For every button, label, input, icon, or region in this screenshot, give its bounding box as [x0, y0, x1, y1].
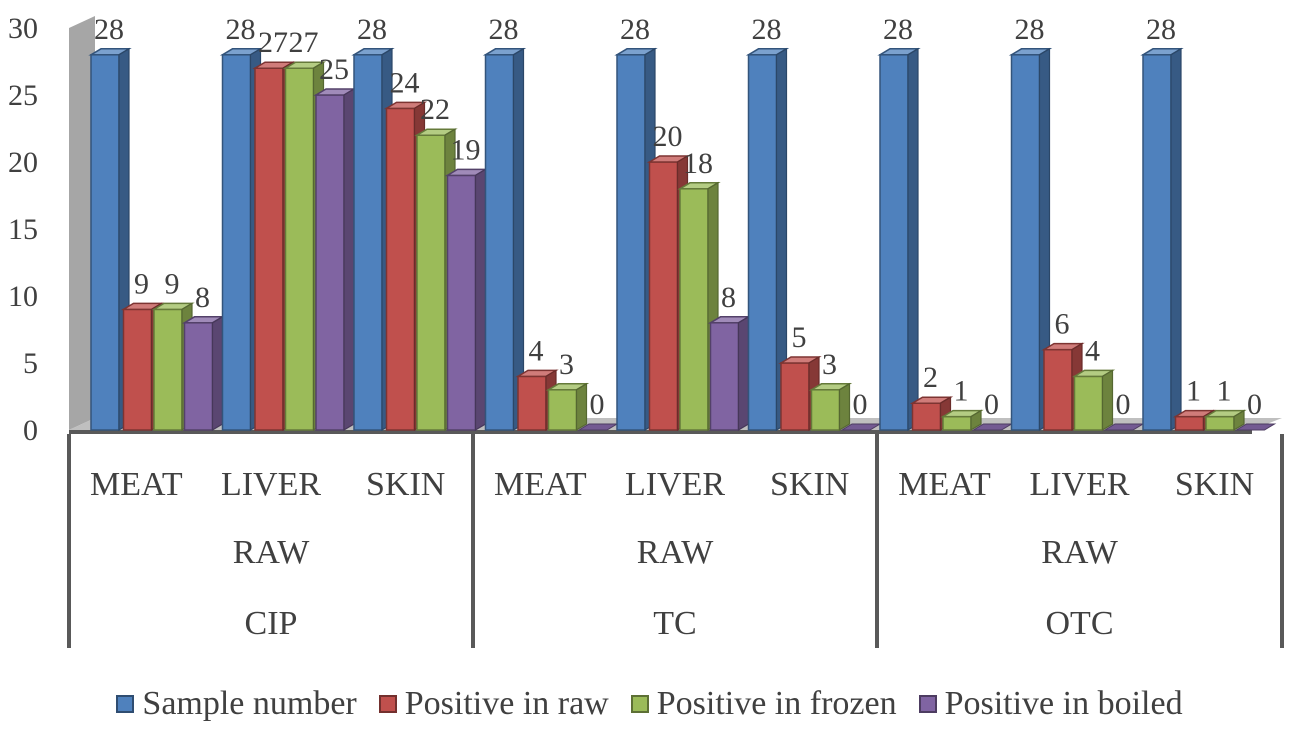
legend-label: Sample number: [142, 685, 357, 722]
data-label: 3: [822, 348, 837, 381]
y-tick-label: 15: [8, 213, 38, 246]
axis-divider: [471, 434, 475, 648]
group-label: OTC: [1046, 605, 1114, 642]
data-label: 28: [752, 13, 782, 46]
category-label: LIVER: [1029, 466, 1129, 503]
data-label: 9: [165, 267, 180, 300]
y-tick-label: 5: [23, 347, 38, 380]
legend-item: Positive in raw: [378, 685, 609, 723]
bars: [88, 47, 1277, 432]
data-label: 0: [1116, 388, 1131, 421]
bar-positive-in-frozen: [1203, 409, 1247, 432]
data-label: 28: [357, 13, 387, 46]
bar-sample-number: [745, 47, 790, 432]
bar-positive-in-frozen: [545, 382, 590, 432]
legend-label: Positive in boiled: [944, 685, 1183, 722]
data-label: 28: [489, 13, 519, 46]
y-tick-label: 20: [8, 146, 38, 179]
bar-sample-number: [219, 47, 264, 432]
bar-positive-in-boiled: [444, 168, 489, 432]
bar-positive-in-boiled: [707, 315, 752, 432]
x-axis: MEAT LIVER SKIN MEAT LIVER SKIN MEAT LIVER SKIN R…: [67, 434, 1284, 648]
y-axis: 0 5 10 15 20 25 30: [8, 12, 38, 447]
y-tick-label: 30: [8, 12, 38, 45]
category-label: SKIN: [1175, 466, 1254, 503]
data-label: 27: [258, 26, 288, 59]
axis-divider: [1280, 434, 1284, 648]
data-label: 0: [853, 388, 868, 421]
state-label: RAW: [233, 534, 311, 571]
legend-item: Positive in frozen: [630, 685, 897, 723]
bar-sample-number: [877, 47, 921, 432]
data-label: 5: [792, 321, 807, 354]
bar-sample-number: [88, 47, 132, 432]
bar-sample-number: [1140, 47, 1184, 432]
legend-label: Positive in frozen: [656, 685, 897, 722]
bar-positive-in-boiled: [1234, 423, 1277, 431]
bar-positive-in-frozen: [808, 382, 853, 432]
data-label: 28: [1015, 13, 1045, 46]
data-label: 0: [590, 388, 605, 421]
data-label: 3: [559, 348, 574, 381]
data-label: 8: [721, 281, 736, 314]
data-label: 0: [984, 388, 999, 421]
group-label: CIP: [245, 605, 298, 642]
data-label: 6: [1055, 308, 1070, 341]
data-label: 4: [529, 334, 544, 367]
data-label: 9: [134, 267, 149, 300]
data-label: 28: [620, 13, 650, 46]
y-tick-label: 10: [8, 280, 38, 313]
data-label: 1: [954, 375, 969, 408]
data-label: 25: [319, 53, 349, 86]
legend-swatch: [630, 695, 649, 713]
data-label: 1: [1217, 375, 1232, 408]
bar-positive-in-frozen: [1071, 369, 1116, 432]
legend-swatch: [918, 695, 937, 713]
data-label: 22: [420, 93, 450, 126]
category-label: SKIN: [366, 466, 445, 503]
legend-label: Positive in raw: [404, 685, 609, 722]
data-label: 4: [1085, 334, 1100, 367]
data-label: 28: [1146, 13, 1176, 46]
data-label: 2: [923, 361, 938, 394]
data-label: 1: [1186, 375, 1201, 408]
category-label: SKIN: [770, 466, 849, 503]
axis-divider: [67, 434, 71, 648]
data-label: 27: [289, 26, 319, 59]
category-label: LIVER: [221, 466, 321, 503]
group-label: TC: [653, 605, 696, 642]
y-tick-label: 0: [23, 414, 38, 447]
bar-positive-in-frozen: [940, 409, 984, 432]
data-label: 8: [195, 281, 210, 314]
data-label: 28: [883, 13, 913, 46]
legend: Sample number Positive in raw Positive in …: [0, 677, 1299, 731]
data-label: 0: [1247, 388, 1262, 421]
side-wall: [69, 16, 95, 430]
category-label: LIVER: [625, 466, 725, 503]
legend-item: Sample number: [116, 685, 357, 723]
legend-swatch: [116, 695, 135, 713]
data-label: 24: [390, 66, 420, 99]
category-label: MEAT: [90, 466, 183, 503]
legend-swatch: [378, 695, 397, 713]
bar-positive-in-boiled: [313, 87, 357, 432]
data-label: 19: [451, 133, 481, 166]
category-label: MEAT: [898, 466, 991, 503]
data-label: 28: [94, 13, 124, 46]
data-label: 20: [653, 120, 683, 153]
category-label: MEAT: [494, 466, 587, 503]
state-label: RAW: [637, 534, 715, 571]
bar-sample-number: [1008, 47, 1053, 432]
data-label: 18: [683, 147, 713, 180]
y-tick-label: 25: [8, 79, 38, 112]
floor-edge: [69, 430, 1252, 434]
bar-sample-number: [482, 47, 527, 432]
legend-item: Positive in boiled: [918, 685, 1183, 723]
data-label: 28: [226, 13, 256, 46]
axis-divider: [875, 434, 879, 648]
state-label: RAW: [1041, 534, 1119, 571]
bar-positive-in-boiled: [181, 315, 226, 432]
